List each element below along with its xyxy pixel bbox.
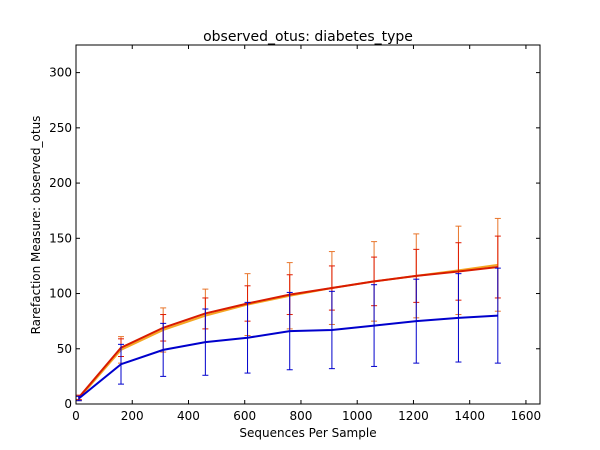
y-tick-label: 200 — [49, 176, 72, 190]
y-tick-label: 300 — [49, 66, 72, 80]
y-tick-label: 50 — [57, 342, 72, 356]
x-tick-label: 1000 — [342, 409, 373, 423]
y-tick-label: 100 — [49, 287, 72, 301]
chart-title: observed_otus: diabetes_type — [203, 29, 413, 45]
x-tick-label: 1400 — [454, 409, 485, 423]
plot-background — [76, 45, 540, 404]
x-tick-label: 1200 — [398, 409, 429, 423]
x-tick-label: 600 — [233, 409, 256, 423]
series-2 — [75, 267, 501, 402]
x-tick-label: 1600 — [511, 409, 542, 423]
y-tick-label: 150 — [49, 231, 72, 245]
series-line — [78, 314, 498, 400]
x-axis-label: Sequences Per Sample — [239, 426, 376, 440]
x-tick-label: 200 — [121, 409, 144, 423]
x-tick-label: 800 — [290, 409, 313, 423]
x-tick-label: 0 — [72, 409, 80, 423]
y-axis-label: Rarefaction Measure: observed_otus — [29, 116, 43, 335]
y-tick-label: 0 — [64, 397, 72, 411]
x-tick-label: 400 — [177, 409, 200, 423]
plot-frame — [75, 44, 541, 405]
series-layer — [75, 217, 501, 402]
y-tick-label: 250 — [49, 121, 72, 135]
axis-layer: 0 200 400 600 800 1000 1200 1400 1600 0 50 100 150 20… — [49, 45, 541, 423]
